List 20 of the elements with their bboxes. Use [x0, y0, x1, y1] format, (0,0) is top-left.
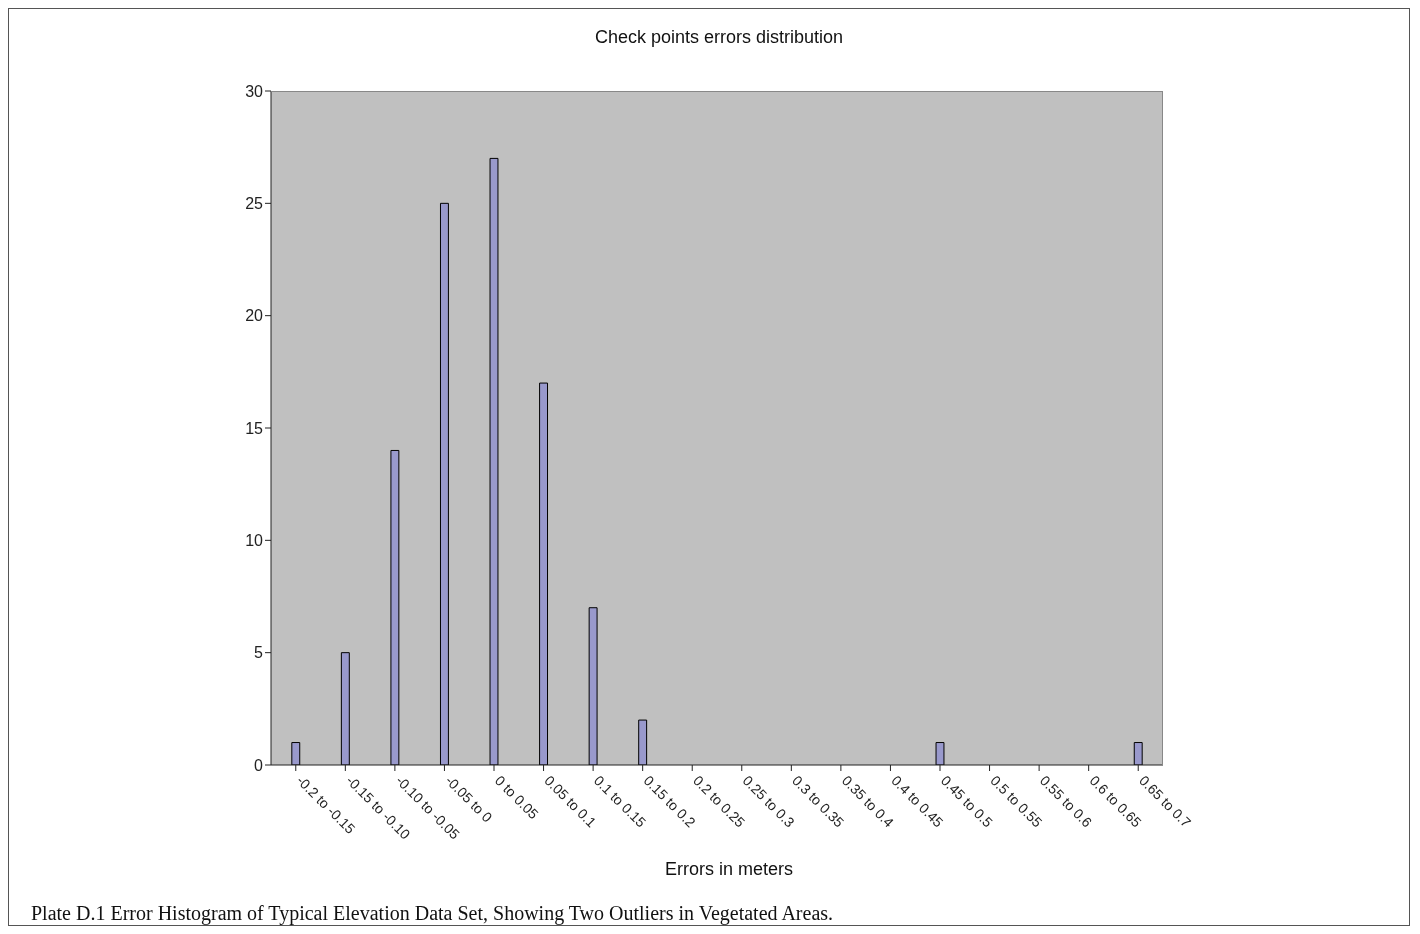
bar [439, 202, 449, 765]
bar [489, 157, 499, 765]
bar [291, 742, 301, 765]
y-tick-label: 20 [245, 307, 264, 325]
bar [1133, 742, 1143, 765]
y-tick-label: 15 [245, 419, 264, 437]
bar [390, 449, 400, 765]
y-tick-label: 25 [245, 195, 264, 213]
text: Plate D.1 Error Histogram of Typical Elevation Data Set, Showing Two Outliers in Vegetated Areas. [31, 902, 834, 925]
bar [638, 719, 648, 765]
bar [340, 652, 350, 765]
y-tick-label: 0 [254, 756, 264, 774]
y-tick-label: 10 [245, 532, 264, 550]
bar [588, 607, 598, 765]
x-axis-title: Errors in meters [664, 859, 794, 880]
chart-title: Check points errors distribution [593, 27, 845, 48]
bar [935, 742, 945, 765]
y-tick-label: 5 [254, 644, 264, 662]
bar [539, 382, 549, 765]
y-tick-label: 30 [245, 82, 264, 100]
